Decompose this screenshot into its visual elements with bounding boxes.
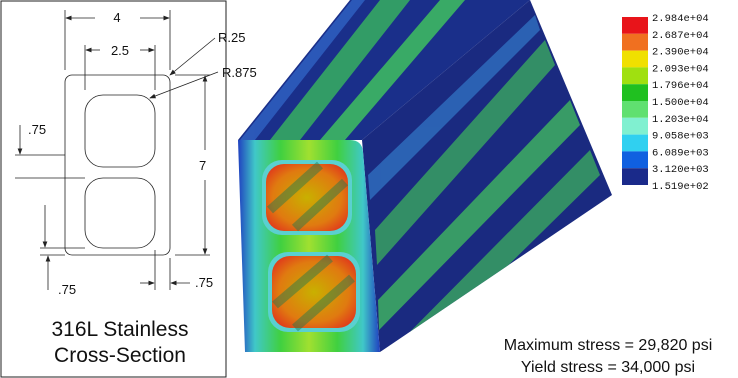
dim-inner-width: 2.5 [111, 43, 129, 58]
legend-label: 2.390e+04 [652, 47, 709, 59]
legend-swatch [622, 151, 648, 168]
legend-label: 2.093e+04 [652, 63, 709, 75]
legend-swatch [622, 17, 648, 34]
legend-label: 6.089e+03 [652, 147, 709, 159]
legend-label: 1.796e+04 [652, 80, 709, 92]
legend-swatch [622, 101, 648, 118]
legend-swatch [622, 118, 648, 135]
legend-label: 1.203e+04 [652, 114, 709, 126]
title-line: 316L Stainless [52, 318, 189, 341]
legend-swatch [622, 67, 648, 84]
fea-model [238, 0, 612, 352]
legend-label: 1.519e+02 [652, 181, 709, 193]
title-line: Cross-Section [54, 344, 186, 367]
legend-label: 1.500e+04 [652, 97, 709, 109]
legend-label: 3.120e+03 [652, 164, 709, 176]
figure: 4 2.5 R.25 R.875 .75 7 .75 .75 316L Stai… [0, 0, 738, 378]
legend-swatch [622, 135, 648, 152]
legend-label: 2.984e+04 [652, 13, 709, 25]
legend-label: 9.058e+03 [652, 131, 709, 143]
legend-swatch [622, 51, 648, 68]
dim-bottom-wall: .75 [58, 282, 76, 297]
dim-top-wall: .75 [28, 122, 46, 137]
dim-height: 7 [199, 158, 206, 173]
legend-swatch [622, 34, 648, 51]
dim-side-wall: .75 [195, 275, 213, 290]
note: Yield stress = 34,000 psi [521, 359, 695, 376]
dim-inner-radius: R.875 [222, 65, 257, 80]
dim-corner-radius: R.25 [218, 30, 245, 45]
dim-width: 4 [113, 10, 120, 25]
legend-swatch [622, 168, 648, 185]
legend: 2.984e+04 2.687e+04 2.390e+04 2.093e+04 1.79… [622, 13, 709, 193]
legend-label: 2.687e+04 [652, 30, 709, 42]
legend-swatch [622, 84, 648, 101]
note: Maximum stress = 29,820 psi [504, 337, 713, 354]
